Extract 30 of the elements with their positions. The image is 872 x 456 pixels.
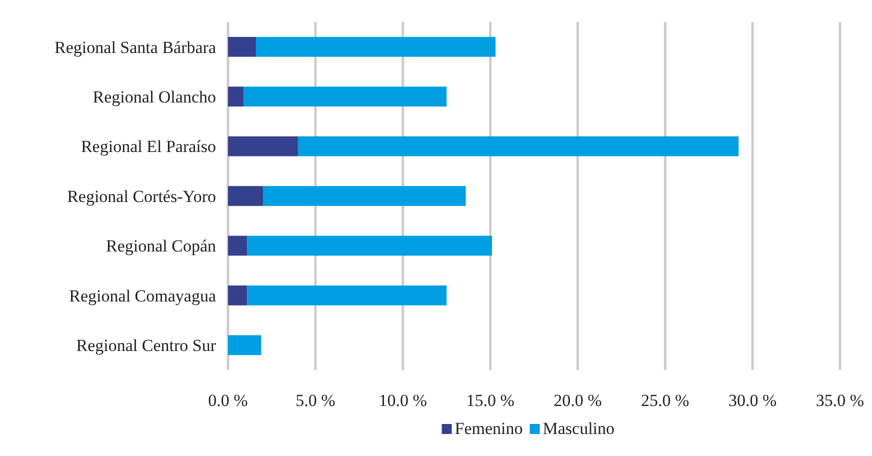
- x-tick-label: 30.0 %: [728, 391, 777, 410]
- x-tick-label: 5.0 %: [296, 391, 336, 410]
- bar: [247, 236, 492, 256]
- bar: [228, 236, 248, 256]
- x-tick-label: 25.0 %: [641, 391, 690, 410]
- bar: [262, 186, 466, 206]
- bar: [247, 285, 447, 306]
- bar: [228, 36, 256, 57]
- bar: [244, 86, 447, 107]
- y-tick-label: Regional El Paraíso: [80, 137, 216, 156]
- x-tick-label: 10.0 %: [378, 391, 427, 410]
- bar: [228, 335, 262, 356]
- bar: [228, 136, 298, 156]
- legend-label: Masculino: [542, 419, 615, 438]
- bar: [228, 86, 244, 107]
- x-tick-label: 15.0 %: [466, 391, 514, 410]
- y-tick-label: Regional Copán: [106, 236, 216, 256]
- x-tick-label: 0.0 %: [208, 391, 248, 410]
- y-tick-label: Regional Santa Bárbara: [54, 38, 216, 57]
- bar: [228, 186, 263, 206]
- bar: [298, 136, 739, 156]
- bar: [228, 285, 248, 306]
- x-tick-label: 35.0 %: [816, 391, 864, 410]
- y-tick-label: Regional Olancho: [92, 88, 216, 107]
- legend-label: Femenino: [454, 419, 523, 438]
- y-tick-label: Regional Centro Sur: [76, 336, 216, 356]
- x-tick-label: 20.0 %: [554, 391, 602, 410]
- bar: [256, 36, 496, 57]
- y-tick-label: Regional Cortés-Yoro: [67, 186, 216, 206]
- y-tick-label: Regional Comayagua: [69, 286, 216, 306]
